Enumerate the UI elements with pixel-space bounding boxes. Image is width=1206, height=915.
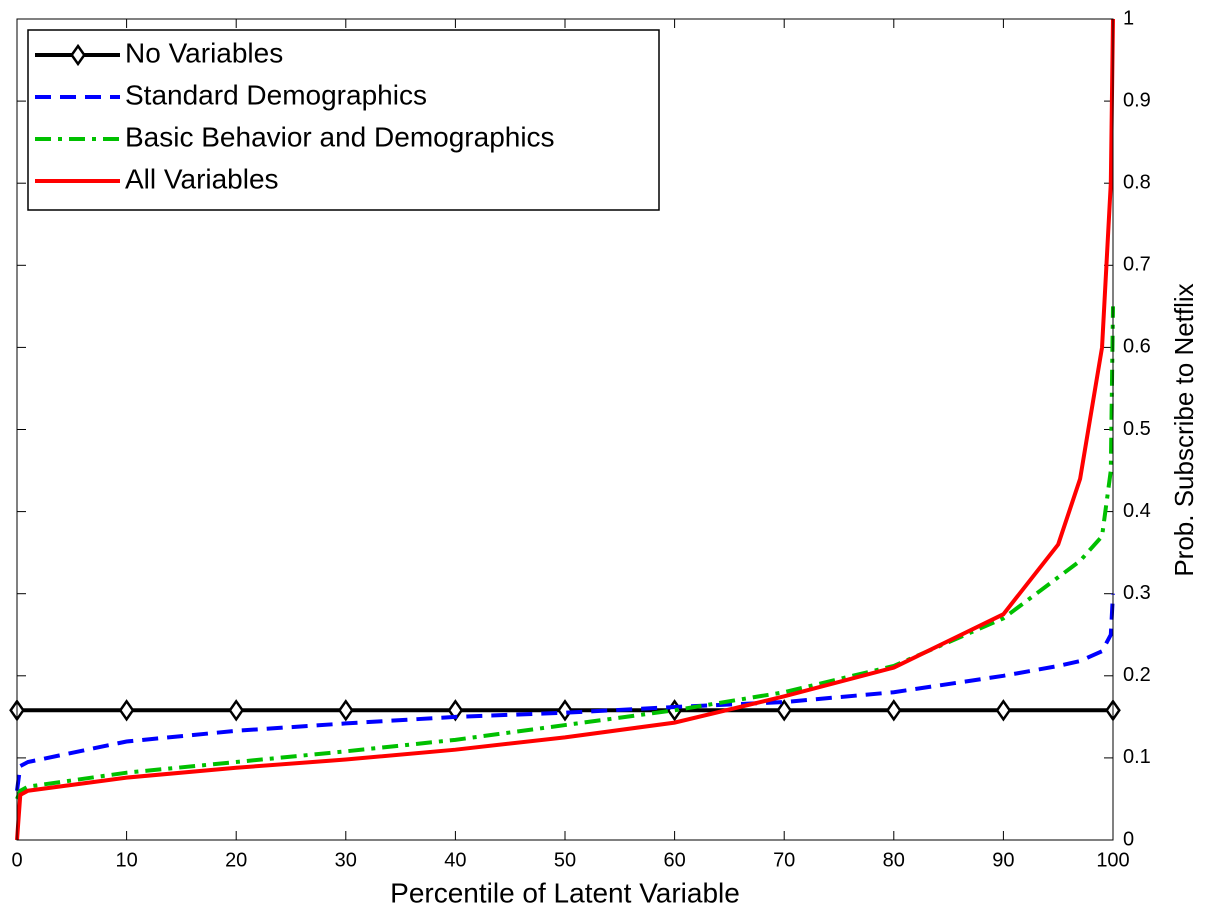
legend-box [27,29,660,211]
x-tick-label: 60 [663,849,685,871]
x-tick-label: 30 [335,849,357,871]
series-line [15,306,1115,800]
marker [447,699,464,722]
y-tick-label: 0.7 [1123,254,1151,276]
legend-label: All Variables [125,163,279,194]
x-tick-label: 80 [883,849,905,871]
legend-marker [70,43,86,67]
marker [228,699,245,722]
y-tick-label: 0.2 [1123,664,1151,686]
legend-label: Standard Demographics [125,79,427,110]
marker [885,699,902,722]
marker [337,699,354,722]
marker [995,699,1012,722]
x-tick-label: 90 [992,849,1014,871]
series-line [15,593,1115,792]
legend-label: Basic Behavior and Demographics [125,121,555,152]
y-tick-label: 0.8 [1123,171,1151,193]
x-tick-label: 20 [225,849,247,871]
y-tick-label: 0 [1123,828,1134,850]
y-tick-label: 1 [1123,7,1134,29]
y-tick-label: 0.9 [1123,89,1151,111]
x-tick-label: 0 [11,849,22,871]
marker [118,699,135,722]
y-tick-label: 0.6 [1123,336,1151,358]
x-tick-label: 100 [1096,849,1129,871]
y-tick-label: 0.3 [1123,582,1151,604]
marker [557,699,573,722]
y-tick-label: 0.4 [1123,500,1151,522]
marker [776,699,793,722]
legend-label: No Variables [125,37,283,68]
x-tick-label: 10 [115,849,137,871]
y-tick-label: 0.1 [1123,746,1151,768]
x-tick-label: 40 [444,849,466,871]
y-axis-label: Prob. Subscribe to Netflix [1169,283,1199,576]
series-line [15,18,1115,841]
x-axis-label: Percentile of Latent Variable [390,877,740,908]
plot-frame [16,18,1114,841]
x-tick-label: 70 [773,849,795,871]
y-tick-label: 0.5 [1123,418,1151,440]
x-tick-label: 50 [554,849,576,871]
